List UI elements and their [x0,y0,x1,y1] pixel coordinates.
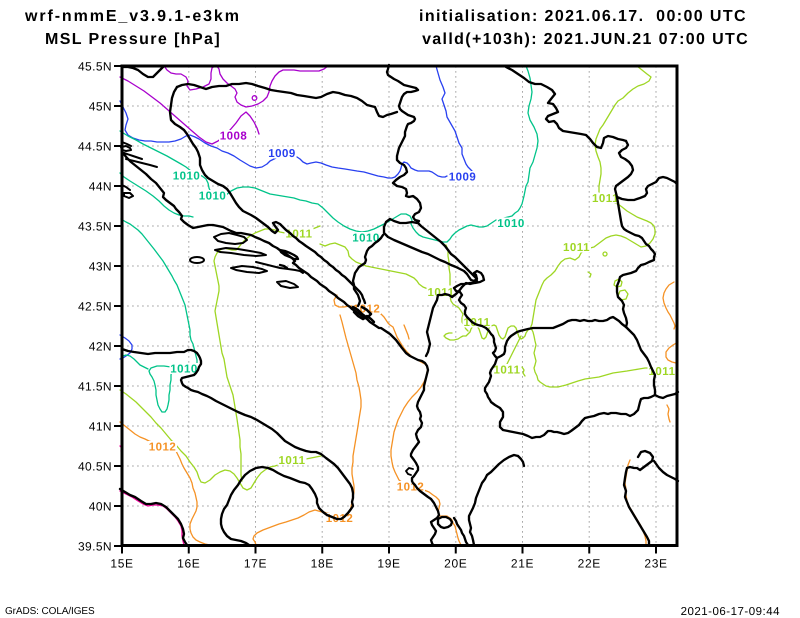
svg-text:1010: 1010 [352,233,380,245]
svg-text:41.5N: 41.5N [78,380,112,394]
svg-text:43N: 43N [89,260,112,274]
svg-text:43.5N: 43.5N [78,220,112,234]
svg-text:45N: 45N [89,100,112,114]
svg-text:44N: 44N [89,180,112,194]
svg-text:1012: 1012 [397,482,425,494]
svg-text:1011: 1011 [494,365,521,377]
svg-text:valld(+103h): 2021.JUN.21 07:0: valld(+103h): 2021.JUN.21 07:00 UTC [422,31,749,48]
svg-text:1009: 1009 [449,172,477,184]
svg-text:1011: 1011 [279,455,306,467]
svg-text:40.5N: 40.5N [78,460,112,474]
svg-text:16E: 16E [177,557,200,571]
svg-text:15E: 15E [110,557,133,571]
svg-text:1010: 1010 [173,171,201,183]
svg-text:42.5N: 42.5N [78,300,112,314]
svg-text:39.5N: 39.5N [78,540,112,554]
svg-text:19E: 19E [377,557,400,571]
svg-text:1011: 1011 [592,193,619,205]
svg-text:42N: 42N [89,340,112,354]
svg-text:40N: 40N [89,500,112,514]
svg-text:22E: 22E [578,557,601,571]
svg-text:1012: 1012 [149,442,177,454]
svg-text:20E: 20E [444,557,467,571]
svg-text:23E: 23E [644,557,667,571]
svg-text:21E: 21E [511,557,534,571]
svg-text:1009: 1009 [268,148,296,160]
svg-text:wrf-nmmE_v3.9.1-e3km: wrf-nmmE_v3.9.1-e3km [24,8,241,25]
svg-text:44.5N: 44.5N [78,140,112,154]
svg-text:1011: 1011 [563,242,590,254]
svg-text:45.5N: 45.5N [78,60,112,74]
svg-text:2021-06-17-09:44: 2021-06-17-09:44 [681,606,781,618]
svg-text:1010: 1010 [170,364,198,376]
svg-text:41N: 41N [89,420,112,434]
svg-text:1010: 1010 [199,191,227,203]
svg-text:1010: 1010 [497,218,525,230]
svg-text:1011: 1011 [286,229,313,241]
svg-text:17E: 17E [244,557,267,571]
svg-text:18E: 18E [311,557,334,571]
svg-text:1008: 1008 [220,131,248,143]
svg-text:MSL Pressure [hPa]: MSL Pressure [hPa] [45,31,221,48]
svg-text:GrADS: COLA/IGES: GrADS: COLA/IGES [5,606,95,617]
svg-text:1011: 1011 [428,287,455,299]
svg-text:initialisation: 2021.06.17. 0: initialisation: 2021.06.17. 00:00 UTC [419,8,747,25]
